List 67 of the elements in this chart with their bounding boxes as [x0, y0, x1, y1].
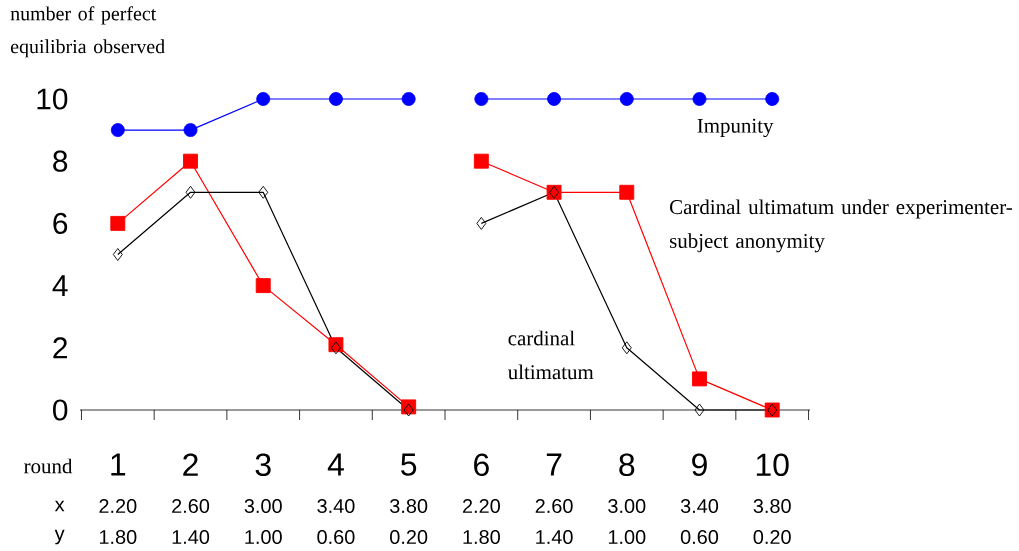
point — [112, 248, 123, 261]
point — [110, 215, 126, 231]
point — [256, 92, 271, 106]
text: 1.40 — [172, 529, 210, 545]
text: y — [54, 529, 65, 545]
text: 1.80 — [463, 529, 500, 545]
point — [255, 278, 271, 294]
point — [258, 185, 269, 199]
point — [765, 92, 780, 106]
point — [110, 123, 125, 138]
point — [621, 341, 632, 355]
x-tick-label: 1 — [111, 453, 126, 476]
point — [401, 92, 416, 106]
text: 0.60 — [317, 529, 355, 545]
y-tick-label: 8 — [53, 150, 68, 172]
x-tick-label: 8 — [619, 453, 635, 477]
x-tick-label: 6 — [474, 453, 489, 477]
x-axis-title: round — [24, 458, 73, 474]
text: 3.40 — [680, 498, 719, 514]
point — [328, 92, 343, 106]
point — [692, 92, 707, 106]
text: 0.60 — [680, 529, 719, 545]
text: 3.80 — [390, 498, 428, 514]
x-tick-label: 10 — [756, 453, 789, 477]
text: 3.00 — [608, 498, 646, 514]
y-tick-label: 0 — [53, 399, 68, 421]
text: 2.60 — [535, 498, 573, 514]
point — [619, 184, 635, 200]
point — [403, 403, 414, 417]
x-tick-label: 3 — [255, 453, 271, 477]
x-tick-label: 2 — [183, 453, 198, 476]
x-tick-label: 9 — [692, 453, 707, 477]
text: 3.80 — [753, 498, 791, 514]
x-tick-label: 5 — [401, 453, 417, 476]
y-tick-label: 2 — [53, 337, 67, 359]
point — [183, 153, 198, 169]
text: 3.00 — [244, 498, 282, 514]
text: 2.20 — [99, 498, 137, 514]
y-axis-title: number of perfect equilibria observed — [10, 6, 165, 58]
y-tick-label: 6 — [53, 212, 68, 234]
text: 2.20 — [462, 498, 500, 514]
text: 1.80 — [99, 529, 137, 545]
text: Impunity — [697, 118, 774, 138]
text: x — [54, 500, 65, 512]
y-tick-label: 4 — [52, 275, 68, 296]
text: 2.60 — [172, 498, 210, 514]
text: 3.40 — [317, 498, 355, 514]
x-tick-label: 4 — [327, 453, 344, 476]
text: 1.00 — [608, 529, 646, 545]
x-tick-label: 7 — [546, 453, 562, 476]
text: 0.20 — [390, 529, 428, 545]
point — [183, 123, 198, 138]
point — [547, 92, 562, 106]
text: cardinal ultimatum — [508, 330, 594, 380]
point — [474, 92, 489, 106]
y-tick-label: 10 — [37, 88, 68, 110]
text: 1.00 — [245, 529, 282, 545]
point — [694, 403, 705, 417]
text: 1.40 — [536, 529, 573, 545]
point — [692, 371, 707, 387]
point — [473, 153, 489, 169]
point — [619, 92, 634, 106]
point — [476, 216, 487, 230]
point — [330, 341, 341, 355]
point — [185, 185, 196, 199]
text: 0.20 — [753, 529, 791, 545]
text: Cardinal ultimatum under experimenter-subject anonymity — [670, 199, 1012, 253]
